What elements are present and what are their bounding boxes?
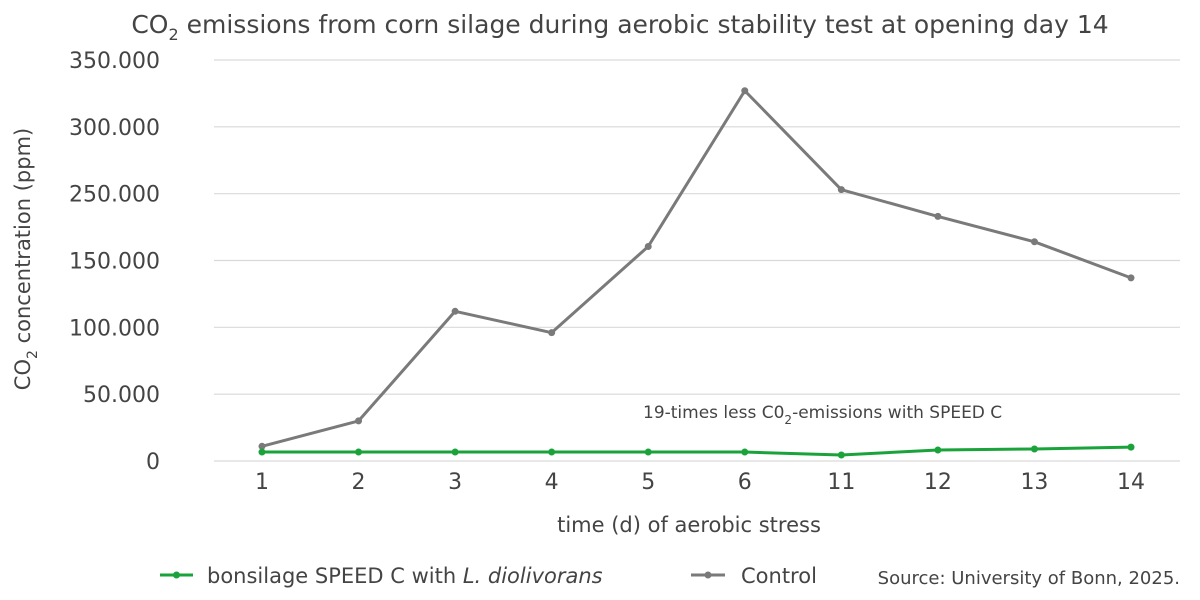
y-tick-label: 250.000 [69, 183, 160, 208]
data-point[interactable] [1127, 443, 1135, 451]
y-axis-label: CO2 concentration (ppm) [11, 128, 41, 390]
legend: bonsilage SPEED C with L. diolivorans Co… [160, 564, 817, 588]
legend-item-control[interactable]: Control [691, 564, 817, 588]
data-point[interactable] [258, 448, 266, 456]
y-axis-ticks: 0 50.000 100.000 150.000 250.000 300.000 350.0… [69, 49, 160, 475]
y-tick-label: 350.000 [69, 49, 160, 74]
data-point[interactable] [934, 446, 942, 454]
series-layer [258, 87, 1135, 459]
data-point[interactable] [644, 242, 652, 250]
y-tick-label: 100.000 [69, 316, 160, 341]
y-tick-label: 0 [146, 450, 160, 475]
data-point[interactable] [837, 451, 845, 459]
x-tick-label: 4 [545, 470, 559, 495]
x-tick-label: 2 [352, 470, 366, 495]
x-tick-label: 1 [255, 470, 269, 495]
data-point[interactable] [1030, 445, 1038, 453]
series-line [262, 445, 1132, 457]
x-tick-label: 6 [738, 470, 752, 495]
data-point[interactable] [644, 448, 652, 456]
x-tick-label: 3 [448, 470, 462, 495]
data-point[interactable] [355, 448, 363, 456]
data-point[interactable] [548, 329, 556, 337]
data-point[interactable] [741, 448, 749, 456]
x-tick-label: 5 [641, 470, 655, 495]
data-point[interactable] [451, 307, 459, 315]
x-axis-ticks: 1 2 3 4 5 6 11 12 13 14 [255, 470, 1145, 495]
data-point[interactable] [548, 448, 556, 456]
legend-label-control: Control [741, 564, 817, 588]
series-control [258, 87, 1135, 450]
x-tick-label: 11 [827, 470, 855, 495]
data-point[interactable] [258, 442, 266, 450]
legend-marker-control [704, 571, 712, 579]
series-speed-c [258, 443, 1135, 459]
data-point[interactable] [1127, 274, 1135, 282]
series-line [261, 89, 1132, 448]
chart-title: CO2 emissions from corn silage during ae… [131, 10, 1108, 44]
x-tick-label: 12 [924, 470, 952, 495]
legend-marker-speed-c [173, 571, 180, 579]
source-note: Source: University of Bonn, 2025. [878, 568, 1180, 589]
y-tick-label: 300.000 [69, 116, 160, 141]
data-point[interactable] [1030, 238, 1038, 246]
legend-item-speed-c[interactable]: bonsilage SPEED C with L. diolivorans [160, 564, 603, 588]
x-tick-label: 13 [1020, 470, 1048, 495]
y-tick-label: 50.000 [83, 383, 160, 408]
data-point[interactable] [741, 87, 749, 95]
gridlines [214, 59, 1180, 462]
legend-label-speed-c: bonsilage SPEED C with L. diolivorans [207, 564, 603, 588]
y-tick-label: 150.000 [69, 250, 160, 275]
data-point[interactable] [451, 448, 459, 456]
x-axis-label: time (d) of aerobic stress [557, 513, 821, 537]
annotation: 19-times less C02-emissions with SPEED C [643, 403, 1002, 427]
data-point[interactable] [837, 186, 845, 194]
data-point[interactable] [934, 212, 942, 220]
data-point[interactable] [355, 417, 363, 425]
x-tick-label: 14 [1117, 470, 1145, 495]
